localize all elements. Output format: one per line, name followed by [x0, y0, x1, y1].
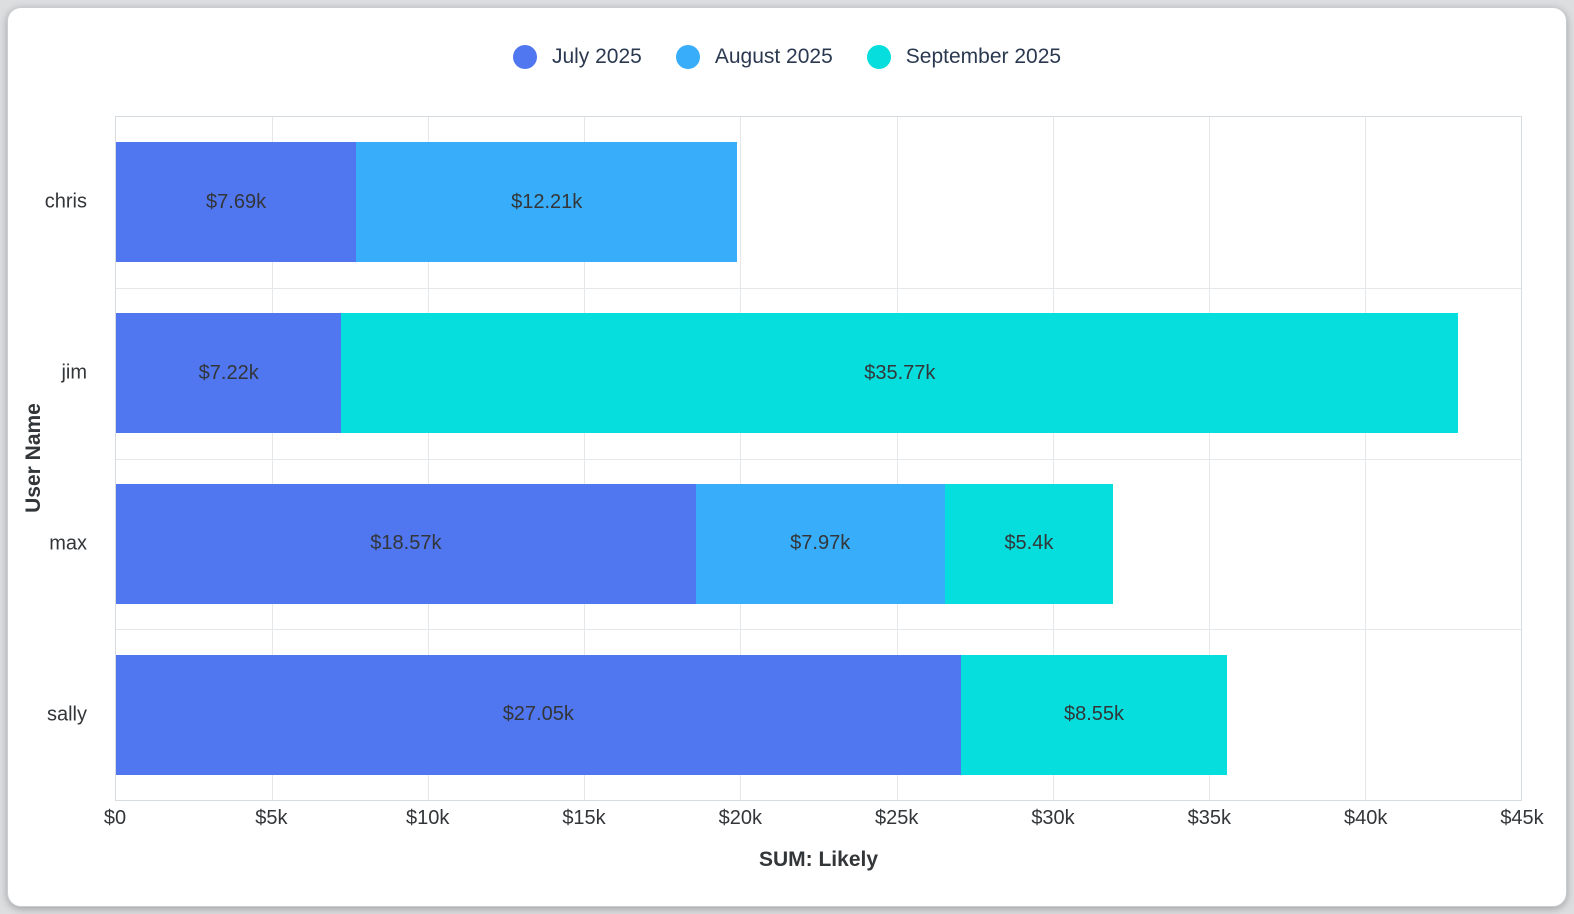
chart-card: July 2025 August 2025 September 2025 User …	[7, 7, 1567, 907]
bar-segment[interactable]: $7.97k	[695, 483, 945, 604]
legend-item[interactable]: August 2025	[675, 45, 833, 69]
stacked-bar: $7.22k $35.77k	[116, 313, 1521, 434]
legend-item[interactable]: July 2025	[512, 45, 642, 69]
x-axis-tick-label: $20k	[718, 807, 763, 829]
bar-segment[interactable]: $35.77k	[341, 313, 1459, 434]
bar-segment[interactable]: $12.21k	[356, 142, 738, 263]
category-band: $18.57k $7.97k $5.4k	[116, 459, 1521, 630]
bar-value-label: $5.4k	[1004, 532, 1054, 555]
x-axis-tick-label: $5k	[255, 807, 288, 829]
legend-label: August 2025	[714, 45, 833, 68]
plot-area: $7.69k $12.21k $7.22k $35.77k $18.57k $7.97k $…	[115, 116, 1522, 801]
legend-swatch-icon	[866, 45, 891, 69]
bar-value-label: $7.69k	[206, 190, 267, 213]
x-axis-tick-label: $35k	[1187, 807, 1232, 829]
category-band: $27.05k $8.55k	[116, 629, 1521, 800]
bar-segment[interactable]: $7.69k	[116, 142, 357, 263]
x-axis-tick-label: $40k	[1343, 807, 1388, 829]
bar-segment[interactable]: $18.57k	[116, 483, 696, 604]
bar-value-label: $12.21k	[511, 190, 583, 213]
bar-value-label: $7.22k	[198, 361, 259, 384]
bar-segment[interactable]: $27.05k	[116, 654, 961, 775]
x-axis-tick-label: $25k	[874, 807, 919, 829]
legend-label: September 2025	[905, 45, 1062, 68]
legend: July 2025 August 2025 September 2025	[8, 42, 1566, 72]
x-axis-tick-label: $10k	[405, 807, 450, 829]
x-axis-labels: $0 $5k $10k $15k $20k $25k $30k $35k $40k $45k	[104, 807, 1544, 833]
x-axis-tick-label: $0	[103, 807, 127, 829]
bar-segment[interactable]: $7.22k	[116, 313, 342, 434]
bar-value-label: $8.55k	[1063, 703, 1125, 726]
horizontal-gridline	[116, 458, 1521, 460]
category-band: $7.69k $12.21k	[116, 117, 1521, 288]
horizontal-gridline	[116, 629, 1521, 631]
bar-segment[interactable]: $8.55k	[960, 654, 1228, 775]
bar-value-label: $18.57k	[370, 532, 442, 555]
bar-value-label: $27.05k	[502, 703, 574, 726]
legend-label: July 2025	[551, 45, 642, 68]
y-axis-tick-label: jim	[61, 361, 87, 384]
legend-swatch-icon	[675, 45, 700, 69]
y-axis-tick-label: chris	[44, 190, 87, 213]
bar-value-label: $35.77k	[864, 361, 936, 384]
x-axis-tick-label: $15k	[562, 807, 606, 829]
bar-segment[interactable]: $5.4k	[944, 483, 1114, 604]
y-axis-tick-label: sally	[46, 703, 87, 726]
stacked-bar: $7.69k $12.21k	[116, 142, 1521, 263]
x-axis-tick-label: $45k	[1500, 807, 1544, 829]
category-band: $7.22k $35.77k	[116, 288, 1521, 459]
x-axis-title: SUM: Likely	[758, 848, 879, 871]
bar-value-label: $7.97k	[790, 532, 851, 555]
stacked-bar: $18.57k $7.97k $5.4k	[116, 483, 1521, 604]
legend-swatch-icon	[512, 45, 537, 69]
x-axis-tick-label: $30k	[1031, 807, 1075, 829]
horizontal-gridline	[116, 287, 1521, 289]
y-axis-tick-label: max	[49, 532, 87, 555]
legend-item[interactable]: September 2025	[866, 45, 1062, 69]
stacked-bar: $27.05k $8.55k	[116, 654, 1521, 775]
y-axis-labels: chris jim max sally	[8, 116, 101, 801]
